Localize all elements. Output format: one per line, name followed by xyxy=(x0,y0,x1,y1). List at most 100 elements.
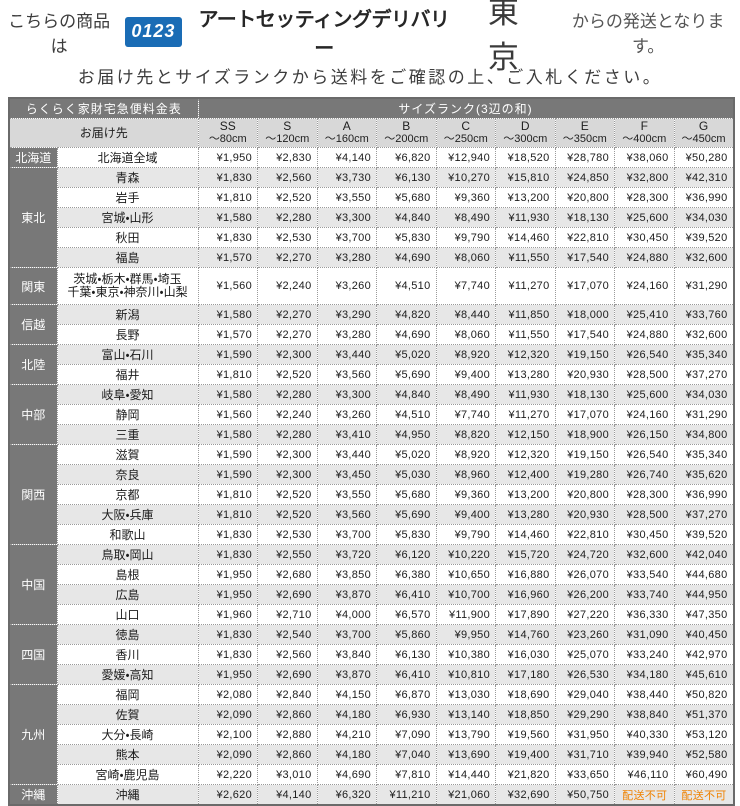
destination-cell: 京都 xyxy=(56,484,199,505)
table-title: らくらく家財宅急便料金表 xyxy=(8,97,199,119)
price-cell: ¥7,810 xyxy=(376,764,437,785)
price-cell: ¥3,720 xyxy=(316,544,378,565)
price-cell: ¥23,260 xyxy=(554,624,616,645)
destination-cell: 奈良 xyxy=(56,464,199,485)
table-row: 関東 茨城・栃木・群馬・埼玉 千葉・東京・神奈川・山梨 ¥1,560 ¥2,240 ¥3… xyxy=(8,267,735,305)
price-cell: ¥1,810 xyxy=(197,187,259,208)
price-cell: ¥9,790 xyxy=(435,227,497,248)
price-cell: ¥17,180 xyxy=(495,664,556,685)
table-row: 沖縄 沖縄 ¥2,620 ¥4,140 ¥6,320 ¥11,210 ¥21,060 ¥32,… xyxy=(8,784,735,806)
price-cell: ¥9,950 xyxy=(435,624,497,645)
carrier-logo-city: 東京 xyxy=(487,0,525,75)
price-cell: ¥4,840 xyxy=(376,207,437,228)
region-cell: 中部 xyxy=(8,384,58,445)
price-cell: ¥18,850 xyxy=(495,704,556,725)
price-cell: ¥22,810 xyxy=(554,524,616,545)
price-cell: ¥3,730 xyxy=(316,167,378,188)
price-cell: ¥6,820 xyxy=(376,147,437,168)
price-cell: ¥5,690 xyxy=(376,364,437,385)
table-row: 秋田 ¥1,830 ¥2,530 ¥3,700 ¥5,830 ¥9,790 ¥14,460 ¥… xyxy=(9,227,735,248)
price-cell: ¥42,970 xyxy=(673,644,735,665)
destination-cell: 滋賀 xyxy=(56,444,199,465)
column-header-row: お届け先 SS 〜80cm S 〜120cm A 〜160cm B 〜200cm C 〜250cm… xyxy=(8,118,735,148)
price-cell: ¥18,130 xyxy=(554,207,616,228)
table-row: 静岡 ¥1,560 ¥2,240 ¥3,260 ¥4,510 ¥7,740 ¥11,270 ¥… xyxy=(9,404,735,425)
destination-cell: 大分・長崎 xyxy=(56,724,199,745)
price-cell: ¥1,560 xyxy=(197,267,259,305)
price-cell: ¥3,560 xyxy=(316,504,378,525)
price-cell: ¥26,200 xyxy=(554,584,616,605)
price-cell: ¥18,900 xyxy=(554,424,616,445)
price-cell: ¥6,130 xyxy=(376,644,437,665)
price-cell: ¥21,060 xyxy=(435,784,497,806)
price-cell: ¥5,690 xyxy=(376,504,437,525)
price-cell: ¥2,090 xyxy=(197,704,259,725)
destination-cell: 三重 xyxy=(56,424,199,445)
price-cell: ¥33,650 xyxy=(554,764,616,785)
table-row: 四国 徳島 ¥1,830 ¥2,540 ¥3,700 ¥5,860 ¥9,950 ¥14,76… xyxy=(8,624,735,685)
carrier-logo-name: アートセッティングデリバリー xyxy=(198,9,450,60)
price-cell: ¥31,290 xyxy=(673,404,735,425)
price-cell: ¥2,620 xyxy=(197,784,259,806)
price-cell: ¥3,260 xyxy=(316,267,378,305)
table-row: 福島 ¥1,570 ¥2,270 ¥3,280 ¥4,690 ¥8,060 ¥11,550 ¥… xyxy=(9,247,735,268)
price-cell: ¥1,830 xyxy=(197,644,259,665)
size-range-label: 〜400cm xyxy=(622,133,667,145)
price-cell: ¥20,800 xyxy=(554,187,616,208)
price-cell: ¥9,360 xyxy=(435,484,497,505)
size-column-header: A 〜160cm xyxy=(316,118,378,148)
table-row: 山口 ¥1,960 ¥2,710 ¥4,000 ¥6,570 ¥11,900 ¥17,890… xyxy=(9,604,735,625)
price-cell: ¥1,830 xyxy=(197,227,259,248)
price-cell: ¥6,120 xyxy=(376,544,437,565)
size-code-label: SS xyxy=(219,119,236,133)
price-cell: ¥2,520 xyxy=(257,484,318,505)
price-cell: ¥3,260 xyxy=(316,404,378,425)
price-cell: ¥11,270 xyxy=(495,267,556,305)
price-cell: ¥3,700 xyxy=(316,524,378,545)
price-cell: ¥40,330 xyxy=(614,724,675,745)
shipping-rate-table: らくらく家財宅急便料金表 サイズランク(3辺の和) お届け先 SS 〜80cm S 〜… xyxy=(8,97,735,806)
size-code-label: F xyxy=(640,119,648,133)
price-cell: ¥2,550 xyxy=(257,544,318,565)
region-cell: 九州 xyxy=(8,684,58,785)
price-cell: ¥35,340 xyxy=(673,344,735,365)
price-cell: ¥5,830 xyxy=(376,227,437,248)
price-cell: ¥10,650 xyxy=(435,564,497,585)
price-cell: ¥12,150 xyxy=(495,424,556,445)
price-cell: ¥2,270 xyxy=(257,247,318,268)
price-cell: ¥3,410 xyxy=(316,424,378,445)
price-cell: ¥2,280 xyxy=(257,207,318,228)
destination-cell: 徳島 xyxy=(56,624,199,645)
price-cell: ¥12,940 xyxy=(435,147,497,168)
price-cell: ¥4,210 xyxy=(316,724,378,745)
price-cell: ¥8,490 xyxy=(435,207,497,228)
size-range-label: 〜160cm xyxy=(324,133,369,145)
destination-cell: 島根 xyxy=(56,564,199,585)
price-cell: ¥26,070 xyxy=(554,564,616,585)
price-cell: ¥50,820 xyxy=(673,684,735,705)
price-cell: ¥1,810 xyxy=(197,484,259,505)
price-cell: ¥4,950 xyxy=(376,424,437,445)
price-cell: ¥31,950 xyxy=(554,724,616,745)
price-cell: ¥32,800 xyxy=(614,167,675,188)
price-cell: ¥4,840 xyxy=(376,384,437,405)
price-cell: ¥3,550 xyxy=(316,484,378,505)
price-cell: ¥6,130 xyxy=(376,167,437,188)
price-cell: ¥2,540 xyxy=(257,624,318,645)
price-cell: ¥3,870 xyxy=(316,584,378,605)
size-range-label: 〜80cm xyxy=(208,133,247,145)
price-cell: ¥24,880 xyxy=(614,324,675,345)
table-row: 熊本 ¥2,090 ¥2,860 ¥4,180 ¥7,040 ¥13,690 ¥19,400… xyxy=(9,744,735,765)
price-cell: ¥28,300 xyxy=(614,187,675,208)
price-cell: ¥20,930 xyxy=(554,364,616,385)
size-code-label: B xyxy=(402,119,411,133)
price-cell: ¥11,930 xyxy=(495,384,556,405)
price-cell: ¥24,850 xyxy=(554,167,616,188)
price-cell: ¥3,550 xyxy=(316,187,378,208)
price-cell: ¥38,840 xyxy=(614,704,675,725)
price-cell: ¥39,940 xyxy=(614,744,675,765)
price-cell: ¥30,450 xyxy=(614,227,675,248)
price-cell: ¥1,950 xyxy=(197,564,259,585)
price-cell: ¥8,920 xyxy=(435,444,497,465)
price-cell: ¥13,200 xyxy=(495,187,556,208)
